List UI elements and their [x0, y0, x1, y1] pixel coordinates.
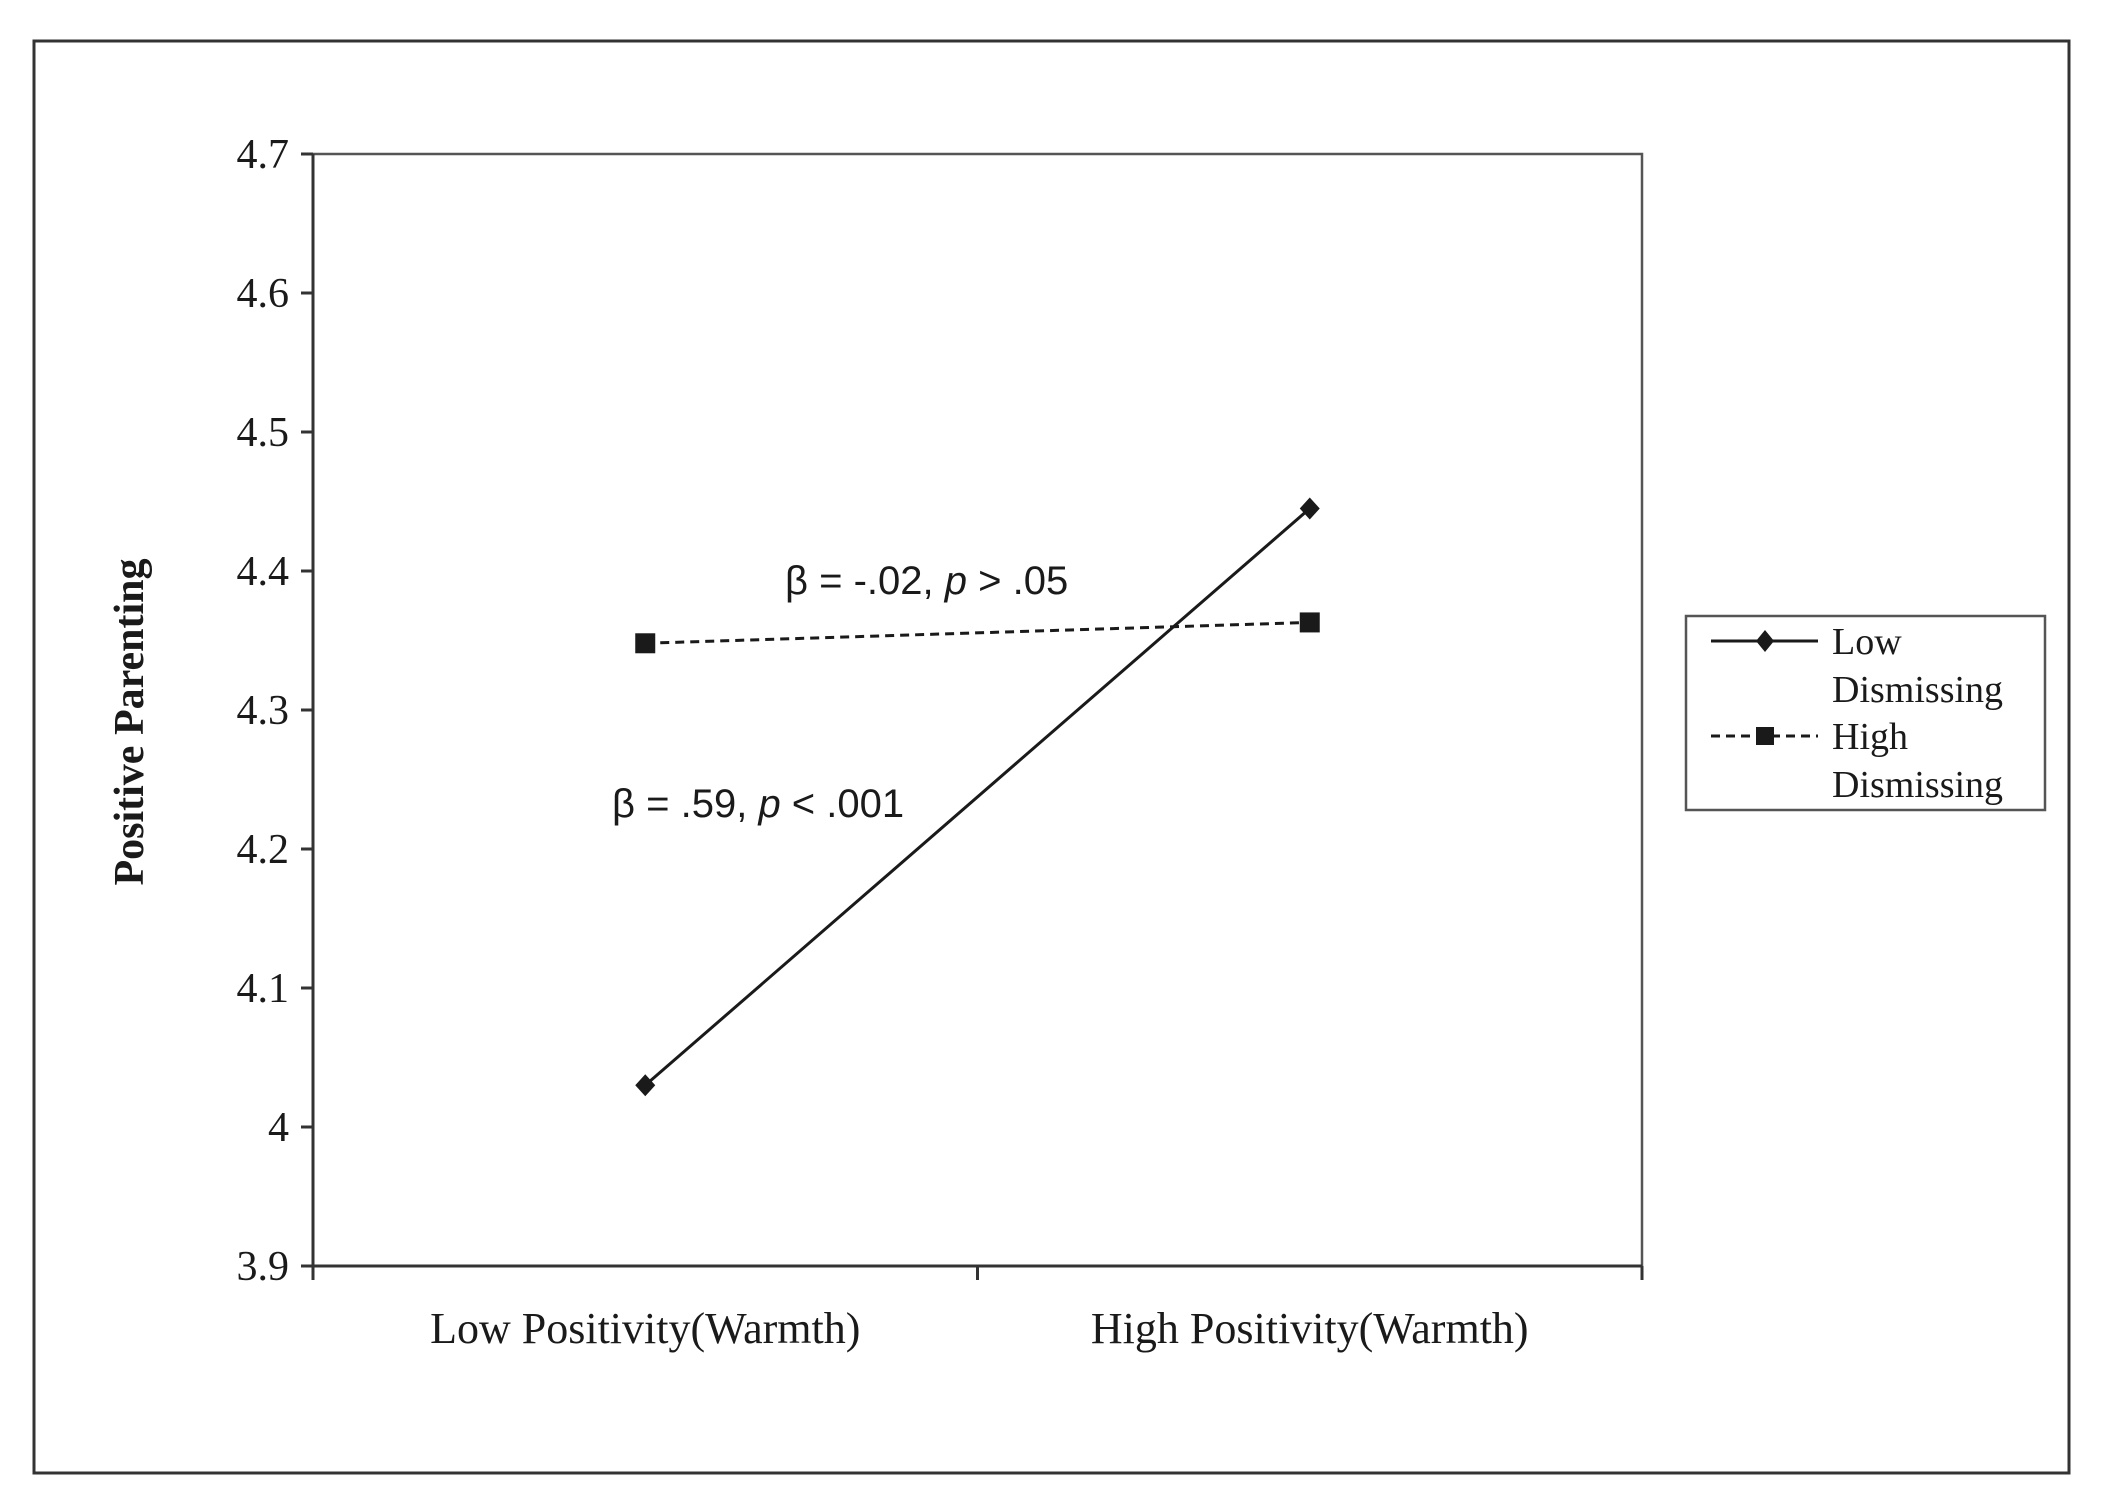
x-category-labels: Low Positivity(Warmth) High Positivity(Wa… [430, 1304, 1528, 1353]
y-tick-labels: 4.7 4.6 4.5 4.4 4.3 4.2 4.1 4 3.9 [237, 132, 290, 1290]
y-tick-label: 3.9 [237, 1244, 290, 1290]
series-low-dismissing [635, 497, 1320, 1097]
legend-label-low-dismissing-line1: Low [1832, 621, 1902, 663]
y-tick-label: 4.5 [237, 410, 290, 456]
y-tick-label: 4 [268, 1105, 289, 1151]
y-tick-label: 4.7 [237, 132, 290, 178]
series-line [644, 507, 1311, 1087]
legend-entry-high-dismissing: High Dismissing [1711, 716, 2003, 806]
y-tick-label: 4.1 [237, 966, 290, 1012]
data-point-diamond [1299, 497, 1320, 520]
legend-label-low-dismissing-line2: Dismissing [1832, 669, 2003, 711]
series-high-dismissing [635, 612, 1320, 654]
y-ticks [301, 152, 313, 1268]
y-axis-label: Positive Parenting [107, 558, 153, 885]
legend-label-high-dismissing-line2: Dismissing [1832, 764, 2003, 806]
data-point-square [635, 633, 656, 654]
legend-label-high-dismissing-line1: High [1832, 716, 1908, 758]
legend-square-marker [1756, 727, 1774, 745]
data-point-square [1299, 612, 1320, 633]
x-category-label: High Positivity(Warmth) [1091, 1304, 1529, 1353]
y-tick-label: 4.6 [237, 271, 290, 317]
data-point-diamond [635, 1074, 656, 1097]
y-tick-label: 4.4 [237, 549, 290, 595]
series-layer [635, 497, 1320, 1097]
series-line [645, 620, 1310, 645]
legend: Low Dismissing High Dismissing [1684, 614, 2047, 812]
x-ticks [311, 1266, 1644, 1280]
legend-box [1684, 614, 2047, 812]
y-tick-label: 4.3 [237, 688, 290, 734]
x-category-label: Low Positivity(Warmth) [430, 1304, 860, 1353]
annotation-low-dismissing: β = .59, p < .001 [612, 782, 904, 826]
legend-diamond-marker [1756, 630, 1774, 652]
annotation-high-dismissing: β = -.02, p > .05 [785, 559, 1068, 603]
legend-entry-low-dismissing: Low Dismissing [1711, 621, 2003, 711]
y-tick-label: 4.2 [237, 827, 290, 873]
